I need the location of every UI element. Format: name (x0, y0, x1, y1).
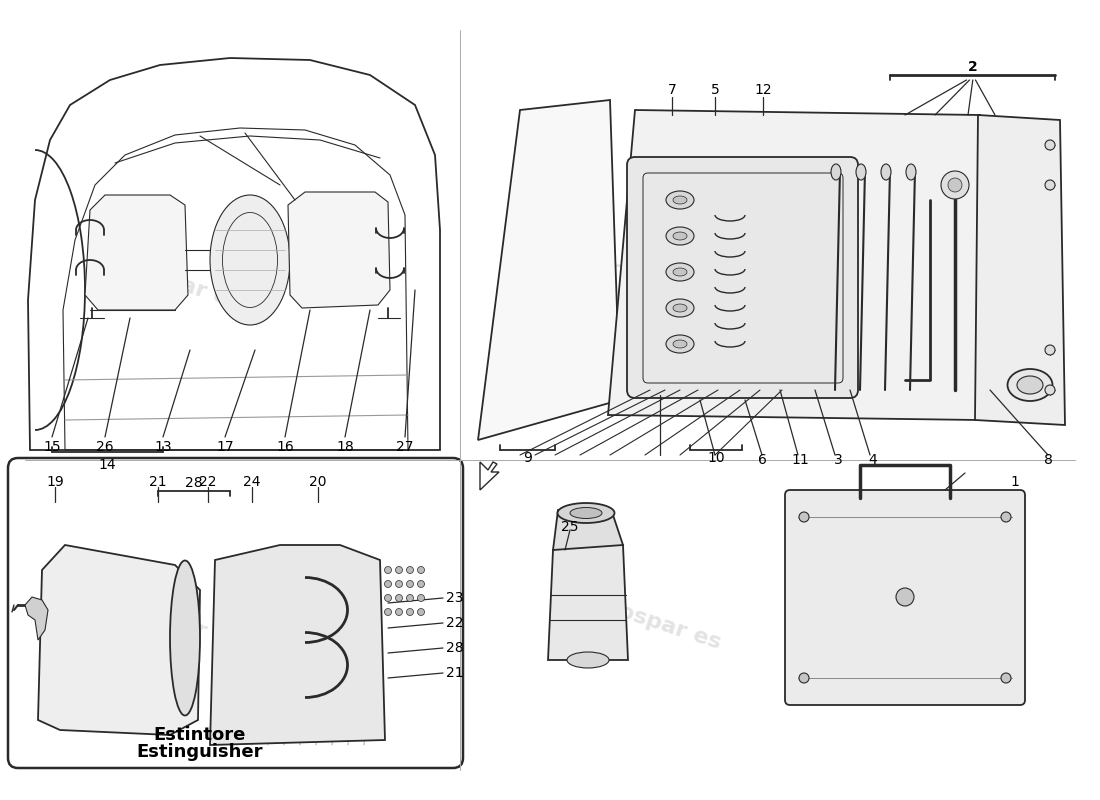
Text: 21: 21 (150, 475, 167, 489)
Ellipse shape (673, 196, 688, 204)
Circle shape (418, 594, 425, 602)
Circle shape (385, 581, 392, 587)
Text: 2: 2 (968, 60, 978, 74)
Text: 15: 15 (43, 440, 60, 454)
Polygon shape (85, 195, 188, 310)
Text: 11: 11 (791, 453, 808, 467)
Circle shape (1001, 673, 1011, 683)
Ellipse shape (673, 268, 688, 276)
Circle shape (418, 581, 425, 587)
Text: 27: 27 (396, 440, 414, 454)
Ellipse shape (666, 299, 694, 317)
Text: 20: 20 (309, 475, 327, 489)
Ellipse shape (558, 503, 615, 523)
Ellipse shape (906, 164, 916, 180)
Ellipse shape (170, 561, 200, 715)
Text: 28: 28 (185, 476, 202, 490)
Text: 18: 18 (337, 440, 354, 454)
Circle shape (1045, 345, 1055, 355)
Circle shape (1001, 512, 1011, 522)
Text: 17: 17 (217, 440, 234, 454)
Circle shape (407, 581, 414, 587)
Circle shape (418, 609, 425, 615)
Polygon shape (608, 110, 980, 420)
Polygon shape (25, 597, 48, 640)
Ellipse shape (1018, 376, 1043, 394)
Text: 28: 28 (447, 641, 464, 655)
Text: 23: 23 (447, 591, 464, 605)
Ellipse shape (856, 164, 866, 180)
Polygon shape (480, 462, 499, 490)
Polygon shape (553, 510, 623, 550)
Ellipse shape (666, 263, 694, 281)
Ellipse shape (1008, 369, 1053, 401)
Circle shape (396, 609, 403, 615)
Circle shape (385, 594, 392, 602)
Text: 16: 16 (276, 440, 294, 454)
FancyBboxPatch shape (785, 490, 1025, 705)
Text: 1: 1 (1011, 475, 1020, 489)
Ellipse shape (673, 232, 688, 240)
Ellipse shape (673, 340, 688, 348)
Text: eurospar es: eurospar es (576, 247, 724, 313)
Circle shape (1045, 180, 1055, 190)
Text: Estinguisher: Estinguisher (136, 743, 263, 761)
Text: 6: 6 (758, 453, 767, 467)
Ellipse shape (673, 304, 688, 312)
Circle shape (948, 178, 962, 192)
FancyBboxPatch shape (627, 157, 858, 398)
Circle shape (799, 673, 808, 683)
Polygon shape (288, 192, 390, 308)
Circle shape (385, 566, 392, 574)
Text: 22: 22 (447, 616, 464, 630)
Text: 24: 24 (243, 475, 261, 489)
Circle shape (396, 566, 403, 574)
Ellipse shape (566, 652, 609, 668)
Circle shape (396, 594, 403, 602)
Ellipse shape (666, 227, 694, 245)
Circle shape (1045, 140, 1055, 150)
Text: 9: 9 (524, 451, 532, 465)
Circle shape (407, 594, 414, 602)
Text: Estintore: Estintore (154, 726, 246, 744)
Text: eurospar es: eurospar es (576, 587, 724, 653)
Text: eurospar es: eurospar es (96, 587, 244, 653)
Text: 4: 4 (869, 453, 878, 467)
Circle shape (385, 609, 392, 615)
Polygon shape (39, 545, 200, 735)
Text: eurospar es: eurospar es (96, 247, 244, 313)
Text: 3: 3 (834, 453, 843, 467)
Text: 22: 22 (199, 475, 217, 489)
Circle shape (940, 171, 969, 199)
Polygon shape (548, 540, 628, 660)
Ellipse shape (830, 164, 842, 180)
Circle shape (1045, 385, 1055, 395)
Text: 8: 8 (1044, 453, 1053, 467)
Polygon shape (975, 115, 1065, 425)
Text: 14: 14 (99, 458, 117, 472)
Text: 10: 10 (707, 451, 725, 465)
Text: 12: 12 (755, 83, 772, 97)
Text: 7: 7 (668, 83, 676, 97)
Ellipse shape (666, 335, 694, 353)
Text: 5: 5 (711, 83, 719, 97)
Ellipse shape (570, 507, 602, 518)
Circle shape (799, 512, 808, 522)
Polygon shape (478, 100, 620, 440)
Circle shape (418, 566, 425, 574)
Circle shape (896, 588, 914, 606)
Text: 25: 25 (561, 520, 579, 534)
Text: 26: 26 (96, 440, 113, 454)
Ellipse shape (210, 195, 290, 325)
Polygon shape (210, 545, 385, 745)
Text: 21: 21 (447, 666, 464, 680)
Text: 13: 13 (154, 440, 172, 454)
Circle shape (407, 609, 414, 615)
Text: 19: 19 (46, 475, 64, 489)
Circle shape (396, 581, 403, 587)
Ellipse shape (881, 164, 891, 180)
Ellipse shape (666, 191, 694, 209)
Circle shape (407, 566, 414, 574)
